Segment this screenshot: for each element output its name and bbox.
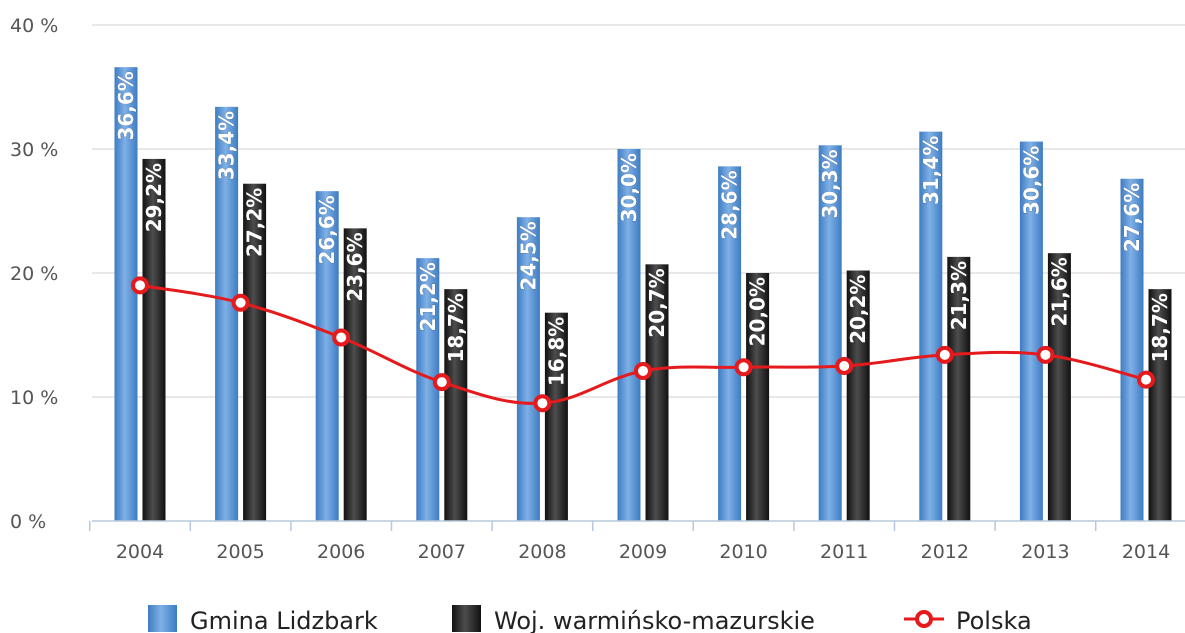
bar-label-woj: 29,2%: [142, 163, 166, 232]
y-axis-ticks: 0 % 10 % 20 % 30 % 40 %: [10, 15, 58, 533]
legend-label-polska: Polska: [956, 607, 1032, 633]
x-tick-label: 2014: [1122, 541, 1170, 563]
x-tick-label: 2006: [317, 541, 365, 563]
polska-point: [835, 357, 854, 375]
bar-woj: [544, 312, 568, 521]
bar-label-woj: 23,6%: [343, 232, 367, 301]
y-tick-label: 10 %: [10, 387, 58, 409]
bar-gmina: [1019, 141, 1043, 521]
y-tick-label: 40 %: [10, 15, 58, 37]
bar-label-gmina: 30,6%: [1019, 146, 1043, 215]
bar-label-woj: 16,8%: [544, 317, 568, 386]
x-tick-label: 2005: [216, 541, 264, 563]
legend-swatch-gmina: [148, 605, 177, 632]
bar-label-woj: 18,7%: [1148, 293, 1172, 362]
polska-point: [332, 328, 351, 347]
polska-point: [935, 345, 954, 364]
legend-item-gmina[interactable]: Gmina Lidzbark: [148, 605, 378, 633]
polska-point: [231, 293, 250, 312]
bar-gmina: [617, 149, 641, 521]
bar-gmina: [416, 258, 440, 521]
bar-label-gmina: 31,4%: [919, 136, 943, 205]
bar-label-gmina: 27,6%: [1120, 183, 1144, 252]
bar-gmina: [818, 145, 842, 521]
bar-label-gmina: 21,2%: [416, 262, 440, 331]
bars: [114, 67, 1172, 522]
x-tick-label: 2004: [116, 541, 164, 563]
bar-label-gmina: 36,6%: [114, 71, 138, 140]
bar-woj: [1148, 289, 1172, 521]
bar-woj: [746, 273, 770, 521]
polska-point: [734, 358, 753, 377]
bar-label-woj: 20,2%: [846, 275, 870, 344]
bar-gmina: [718, 166, 742, 522]
bar-label-woj: 21,3%: [947, 261, 971, 330]
bar-woj: [947, 256, 971, 521]
polska-point: [533, 394, 552, 413]
polska-point: [432, 373, 451, 392]
x-tick-label: 2009: [619, 541, 667, 563]
bar-labels: 36,6%29,2%33,4%27,2% 26,6%23,6% 21,2% 18,7%…: [114, 71, 1173, 387]
bar-label-woj: 21,6%: [1047, 257, 1071, 326]
bar-label-woj: 18,7%: [444, 293, 468, 362]
bar-woj: [142, 158, 166, 522]
x-tick-label: 2010: [719, 541, 767, 563]
bar-gmina: [1120, 178, 1144, 521]
bar-label-gmina: 24,5%: [516, 221, 540, 290]
bar-label-woj: 20,7%: [645, 268, 669, 337]
bar-woj: [243, 183, 267, 521]
polska-point: [634, 361, 652, 380]
legend-label-gmina: Gmina Lidzbark: [190, 607, 378, 633]
legend-label-woj: Woj. warmińsko-mazurskie: [494, 607, 815, 633]
bar-gmina: [215, 106, 239, 521]
bar-label-gmina: 30,0%: [617, 153, 641, 222]
legend: Gmina Lidzbark Woj. warmińsko-mazurskie …: [148, 605, 1032, 633]
x-axis: [88, 520, 1185, 531]
bar-label-gmina: 26,6%: [315, 195, 339, 264]
bar-woj: [1047, 253, 1071, 521]
bar-gmina: [114, 67, 138, 521]
bar-gmina: [919, 131, 943, 521]
bar-label-woj: 20,0%: [746, 277, 770, 346]
x-tick-label: 2013: [1021, 541, 1069, 563]
y-tick-label: 0 %: [10, 511, 46, 533]
bar-label-gmina: 28,6%: [718, 170, 742, 239]
polska-point: [1036, 345, 1055, 364]
bar-gmina: [315, 191, 339, 521]
bar-gmina: [516, 217, 540, 521]
bar-woj: [846, 270, 870, 521]
y-tick-label: 30 %: [10, 139, 58, 161]
legend-swatch-woj: [452, 605, 481, 632]
legend-item-woj[interactable]: Woj. warmińsko-mazurskie: [452, 605, 815, 633]
bar-label-gmina: 30,3%: [818, 149, 842, 218]
bar-label-woj: 27,2%: [243, 188, 267, 257]
bar-woj: [343, 228, 367, 522]
bar-label-gmina: 33,4%: [215, 111, 239, 180]
polska-line-path: [139, 283, 1147, 405]
polska-line: [131, 276, 1155, 413]
bar-woj: [645, 264, 669, 521]
polska-point: [1137, 370, 1155, 389]
x-axis-ticks: 2004 2005 2006 2007 2008 2009 2010 2011 2012 2013…: [116, 541, 1170, 563]
legend-item-polska[interactable]: Polska: [904, 607, 1032, 633]
y-tick-label: 20 %: [10, 263, 58, 285]
bar-woj: [444, 289, 468, 521]
x-tick-label: 2007: [418, 541, 466, 563]
x-tick-label: 2012: [921, 541, 969, 563]
legend-marker-polska: [915, 610, 933, 628]
x-tick-label: 2008: [518, 541, 566, 563]
x-tick-label: 2011: [820, 541, 868, 563]
polska-point: [131, 276, 149, 295]
